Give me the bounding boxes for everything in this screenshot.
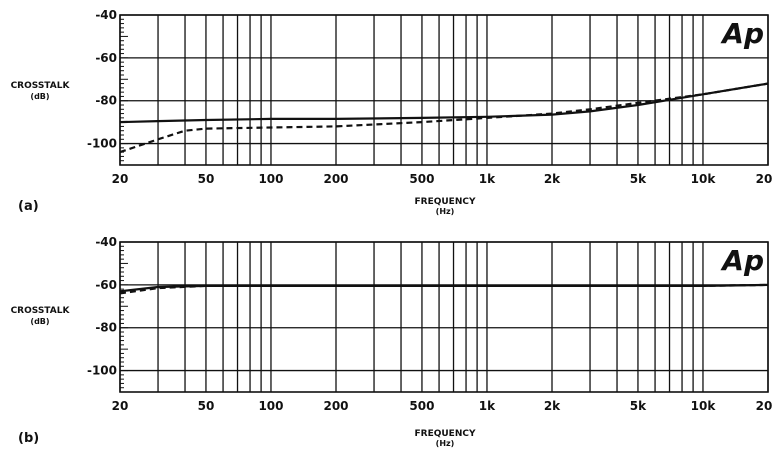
x-tick-label: 500 xyxy=(409,172,434,186)
y-axis-unit: (dB) xyxy=(30,92,49,101)
x-tick-label: 500 xyxy=(409,399,434,413)
y-tick-label: -40 xyxy=(95,8,117,22)
y-tick-label: -80 xyxy=(95,94,117,108)
x-tick-label: 20k xyxy=(756,399,773,413)
x-axis-unit: (Hz) xyxy=(436,439,455,448)
series-line-dashed xyxy=(119,283,769,295)
y-axis-label: CROSSTALK xyxy=(11,81,71,91)
chart-a: -40 -60 -80 -100 20 50 100 200 500 1k 2k 5k 10k 20k CR… xyxy=(11,8,773,216)
x-tick-label: 2k xyxy=(544,172,561,186)
y-tick-label: -40 xyxy=(95,235,117,249)
panel-label: (a) xyxy=(18,199,39,214)
y-minor-ticks xyxy=(120,241,128,393)
logo-backdrop xyxy=(722,17,766,49)
x-tick-label: 20k xyxy=(756,172,773,186)
x-tick-label: 10k xyxy=(691,399,717,413)
y-tick-label: -60 xyxy=(95,278,117,292)
x-axis-label: FREQUENCY xyxy=(415,429,476,439)
panel-label: (b) xyxy=(18,431,39,446)
x-tick-label: 100 xyxy=(258,172,283,186)
x-tick-label: 1k xyxy=(479,399,496,413)
ap-logo: Ap xyxy=(720,17,764,50)
y-axis-label: CROSSTALK xyxy=(11,306,71,316)
logo-backdrop xyxy=(722,244,766,276)
ap-logo: Ap xyxy=(720,244,764,277)
x-tick-label: 200 xyxy=(323,172,348,186)
x-tick-label: 1k xyxy=(479,172,496,186)
x-tick-label: 50 xyxy=(198,172,215,186)
x-gridlines xyxy=(119,15,769,165)
x-tick-label: 20 xyxy=(112,399,129,413)
plot-frame xyxy=(119,14,769,166)
series-line-solid xyxy=(119,82,769,124)
y-axis-unit: (dB) xyxy=(30,317,49,326)
y-minor-ticks xyxy=(120,14,128,166)
x-tick-label: 50 xyxy=(198,399,215,413)
x-gridlines xyxy=(119,242,769,392)
x-tick-label: 100 xyxy=(258,399,283,413)
x-tick-label: 200 xyxy=(323,399,348,413)
x-tick-label: 5k xyxy=(630,399,647,413)
chart-b: -40 -60 -80 -100 20 50 100 200 500 1k 2k 5k 10k 20k CR… xyxy=(11,235,773,448)
x-axis-unit: (Hz) xyxy=(436,207,455,216)
y-tick-label: -80 xyxy=(95,321,117,335)
x-tick-label: 10k xyxy=(691,172,717,186)
plot-frame xyxy=(119,241,769,393)
series-line-dashed xyxy=(119,82,769,154)
x-axis-label: FREQUENCY xyxy=(415,197,476,207)
x-tick-label: 2k xyxy=(544,399,561,413)
y-tick-label: -100 xyxy=(87,364,117,378)
y-tick-label: -100 xyxy=(87,137,117,151)
x-tick-label: 20 xyxy=(112,172,129,186)
x-tick-label: 5k xyxy=(630,172,647,186)
y-tick-label: -60 xyxy=(95,51,117,65)
